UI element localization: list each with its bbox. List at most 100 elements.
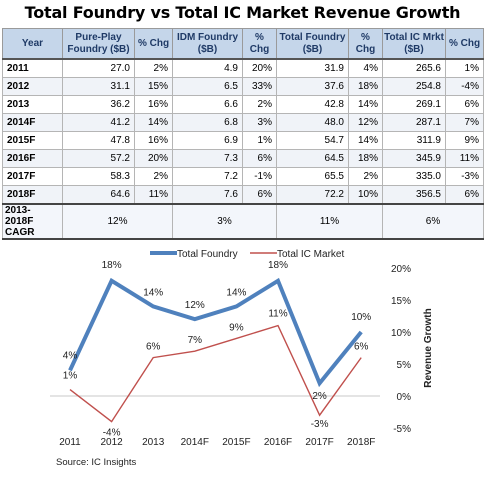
year-cell: 2017F bbox=[2, 167, 63, 186]
ic-data-label: 1% bbox=[63, 371, 78, 382]
ic-data-label: -3% bbox=[311, 419, 329, 430]
table-cell: 36.2 bbox=[62, 95, 135, 114]
x-tick-label: 2012 bbox=[100, 437, 123, 448]
table-cell: 12% bbox=[348, 113, 383, 132]
table-cell: 3% bbox=[242, 113, 277, 132]
table-cell: 7% bbox=[445, 113, 484, 132]
table-cell: 72.2 bbox=[276, 185, 349, 205]
table-cell: 2% bbox=[242, 95, 277, 114]
legend-foundry-label: Total Foundry bbox=[177, 249, 238, 260]
table-cell: 54.7 bbox=[276, 131, 349, 150]
table-cell: 16% bbox=[134, 131, 173, 150]
ic-data-label: 6% bbox=[146, 342, 161, 353]
table-cell: 64.6 bbox=[62, 185, 135, 205]
column-header: Total IC Mrkt ($B) bbox=[382, 28, 446, 60]
legend-ic-label: Total IC Market bbox=[277, 249, 344, 260]
table-cell: 345.9 bbox=[382, 149, 446, 168]
foundry-data-label: 18% bbox=[102, 260, 122, 271]
table-cell: 356.5 bbox=[382, 185, 446, 205]
table-cell: 6% bbox=[242, 149, 277, 168]
x-tick-label: 2016F bbox=[264, 437, 292, 448]
table-cell: 65.5 bbox=[276, 167, 349, 186]
cagr-value: 6% bbox=[382, 203, 484, 240]
table-cell: 287.1 bbox=[382, 113, 446, 132]
y-tick-label: 5% bbox=[397, 360, 412, 371]
table-row: 2016F 57.2 20% 7.3 6% 64.5 18% 345.9 11% bbox=[2, 149, 484, 168]
year-cell: 2014F bbox=[2, 113, 63, 132]
x-tick-label: 2014F bbox=[181, 437, 209, 448]
table-cell: 14% bbox=[134, 113, 173, 132]
column-header: Year bbox=[2, 28, 63, 60]
table-cell: 1% bbox=[242, 131, 277, 150]
y-tick-label: 0% bbox=[397, 392, 412, 403]
y-tick-label: 15% bbox=[391, 296, 411, 307]
table-row: 2013 36.2 16% 6.6 2% 42.8 14% 269.1 6% bbox=[2, 95, 484, 114]
year-cell: 2016F bbox=[2, 149, 63, 168]
table-cell: 10% bbox=[348, 185, 383, 205]
table-cell: 15% bbox=[134, 77, 173, 96]
table-cell: 6% bbox=[445, 185, 484, 205]
table-cell: 335.0 bbox=[382, 167, 446, 186]
table-row: 2018F 64.6 11% 7.6 6% 72.2 10% 356.5 6% bbox=[2, 185, 484, 205]
table-row: 2011 27.0 2% 4.9 20% 31.9 4% 265.6 1% bbox=[2, 58, 484, 78]
column-header: % Chg bbox=[134, 28, 173, 60]
foundry-data-label: 14% bbox=[143, 287, 163, 298]
table-cell: 6.8 bbox=[172, 113, 243, 132]
y-tick-label: 20% bbox=[391, 264, 411, 275]
table-row: 2017F 58.3 2% 7.2 -1% 65.5 2% 335.0 -3% bbox=[2, 167, 484, 186]
column-header: % Chg bbox=[242, 28, 277, 60]
table-cell: 7.2 bbox=[172, 167, 243, 186]
table-cell: 311.9 bbox=[382, 131, 446, 150]
table-cell: 57.2 bbox=[62, 149, 135, 168]
ic-data-label: 6% bbox=[354, 342, 369, 353]
table-cell: 20% bbox=[242, 58, 277, 78]
table-cell: 254.8 bbox=[382, 77, 446, 96]
table-cell: 20% bbox=[134, 149, 173, 168]
table-cell: 6% bbox=[242, 185, 277, 205]
ic-data-label: -4% bbox=[103, 428, 121, 439]
ic-data-label: 7% bbox=[188, 335, 203, 346]
table-row: 2015F 47.8 16% 6.9 1% 54.7 14% 311.9 9% bbox=[2, 131, 484, 150]
column-header: % Chg bbox=[348, 28, 383, 60]
foundry-data-label: 18% bbox=[268, 260, 288, 271]
table-cell: 14% bbox=[348, 95, 383, 114]
year-cell: 2012 bbox=[2, 77, 63, 96]
foundry-data-label: 14% bbox=[226, 287, 246, 298]
ic-data-label: 9% bbox=[229, 322, 244, 333]
table-cell: 33% bbox=[242, 77, 277, 96]
table-cell: -4% bbox=[445, 77, 484, 96]
table-cell: 6% bbox=[445, 95, 484, 114]
table-cell: 2% bbox=[134, 167, 173, 186]
table-row: 2012 31.1 15% 6.5 33% 37.6 18% 254.8 -4% bbox=[2, 77, 484, 96]
table-cell: 7.3 bbox=[172, 149, 243, 168]
foundry-data-label: 2% bbox=[312, 391, 327, 402]
source-note: Source: IC Insights bbox=[56, 457, 137, 468]
column-header: Pure-Play Foundry ($B) bbox=[62, 28, 135, 60]
table-cell: 11% bbox=[134, 185, 173, 205]
table-cell: 2% bbox=[134, 58, 173, 78]
table-cell: 6.6 bbox=[172, 95, 243, 114]
y-axis-label: Revenue Growth bbox=[423, 308, 434, 387]
table-cell: 6.9 bbox=[172, 131, 243, 150]
table-cell: 7.6 bbox=[172, 185, 243, 205]
year-cell: 2011 bbox=[2, 58, 63, 78]
cagr-value: 12% bbox=[62, 203, 173, 240]
table-cell: 2% bbox=[348, 167, 383, 186]
page-title: Total Foundry vs Total IC Market Revenue… bbox=[24, 3, 461, 22]
table-header-row: Year Pure-Play Foundry ($B)% Chg IDM Found… bbox=[2, 28, 484, 60]
table-cell: 265.6 bbox=[382, 58, 446, 78]
year-cell: 2018F bbox=[2, 185, 63, 205]
x-tick-label: 2013 bbox=[142, 437, 165, 448]
foundry-data-label: 4% bbox=[63, 350, 78, 361]
total-ic-market-line bbox=[69, 324, 362, 423]
revenue-table: Year Pure-Play Foundry ($B)% Chg IDM Found… bbox=[2, 28, 484, 240]
foundry-data-label: 10% bbox=[351, 312, 371, 323]
table-cell: 47.8 bbox=[62, 131, 135, 150]
table-cell: 64.5 bbox=[276, 149, 349, 168]
table-cell: 42.8 bbox=[276, 95, 349, 114]
column-header: IDM Foundry ($B) bbox=[172, 28, 243, 60]
column-header: % Chg bbox=[445, 28, 484, 60]
table-cell: 11% bbox=[445, 149, 484, 168]
column-header: Total Foundry ($B) bbox=[276, 28, 349, 60]
x-tick-label: 2017F bbox=[305, 437, 333, 448]
